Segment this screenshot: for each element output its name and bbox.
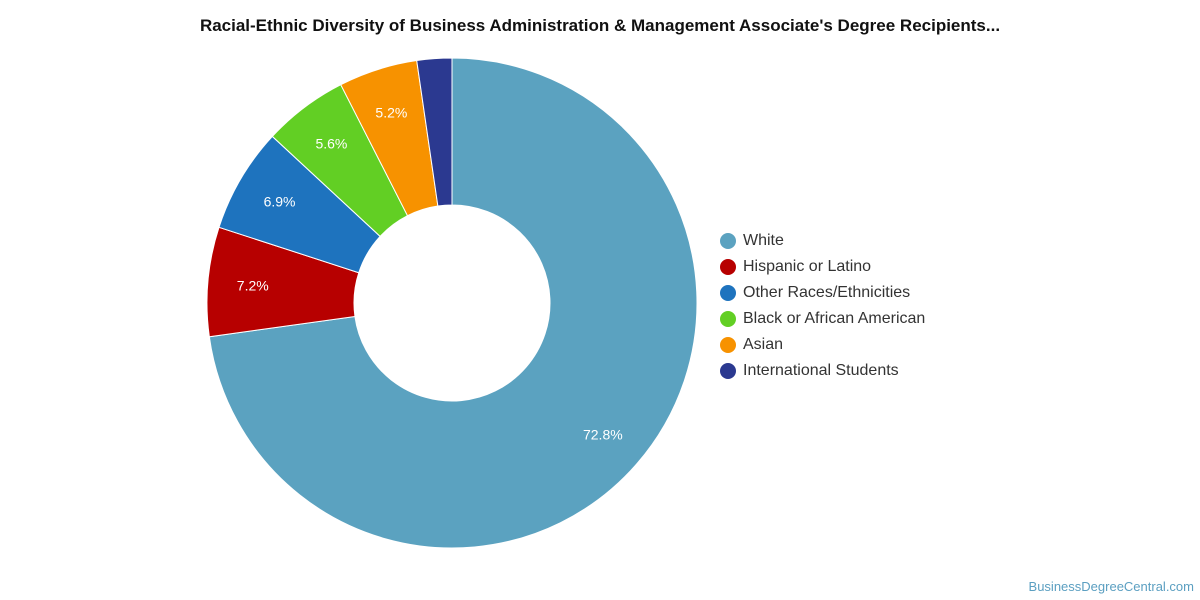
legend-label-white: White bbox=[743, 232, 784, 249]
legend-swatch-hispanic-or-latino bbox=[720, 259, 736, 275]
slice-label-black-or-african-american: 5.6% bbox=[315, 135, 347, 151]
legend-label-other-races-ethnicities: Other Races/Ethnicities bbox=[743, 284, 911, 301]
legend-item-hispanic-or-latino[interactable]: Hispanic or Latino bbox=[720, 254, 925, 280]
source-credit[interactable]: BusinessDegreeCentral.com bbox=[1028, 579, 1194, 594]
legend-label-black-or-african-american: Black or African American bbox=[743, 310, 926, 327]
legend-item-other-races-ethnicities[interactable]: Other Races/Ethnicities bbox=[720, 280, 925, 306]
legend-item-black-or-african-american[interactable]: Black or African American bbox=[720, 306, 925, 332]
legend: White Hispanic or Latino Other Races/Ethni… bbox=[720, 228, 925, 384]
legend-item-asian[interactable]: Asian bbox=[720, 332, 925, 358]
slice-international-students[interactable] bbox=[416, 57, 453, 207]
slice-label-asian: 5.2% bbox=[375, 104, 407, 120]
legend-label-hispanic-or-latino: Hispanic or Latino bbox=[743, 258, 872, 275]
chart-title: Racial-Ethnic Diversity of Business Admi… bbox=[199, 16, 1001, 35]
slice-label-hispanic-or-latino: 7.2% bbox=[237, 277, 269, 293]
legend-label-international-students: International Students bbox=[743, 362, 899, 379]
legend-swatch-white bbox=[720, 233, 736, 249]
legend-label-asian: Asian bbox=[743, 336, 784, 353]
slice-white[interactable] bbox=[208, 57, 698, 549]
legend-item-international-students[interactable]: International Students bbox=[720, 358, 925, 384]
legend-item-white[interactable]: White bbox=[720, 228, 925, 254]
legend-swatch-black-or-african-american bbox=[720, 311, 736, 327]
legend-swatch-asian bbox=[720, 337, 736, 353]
legend-swatch-international-students bbox=[720, 363, 736, 379]
slice-label-other-races-ethnicities: 6.9% bbox=[264, 194, 296, 210]
legend-swatch-other-races-ethnicities bbox=[720, 285, 736, 301]
slice-label-white: 72.8% bbox=[583, 426, 623, 442]
